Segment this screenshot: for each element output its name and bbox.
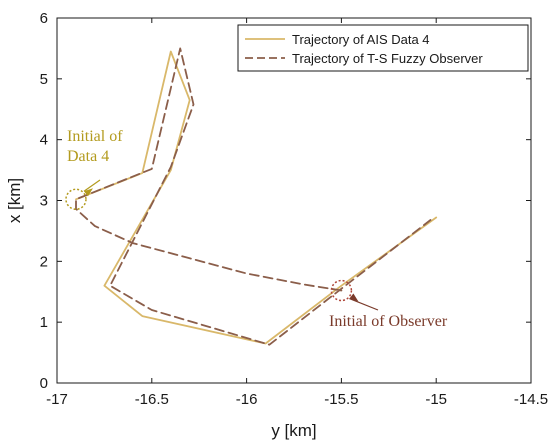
series-line-fuzzy-observer [75,47,432,346]
initial-data-4-marker [65,188,87,211]
annotations-layer: Initial of Data 4 Initial of Observer [65,128,448,330]
initial-data-4-label: Initial of [67,128,123,145]
y-tick-label: 1 [40,314,48,331]
y-tick-label: 6 [40,10,48,27]
legend: Trajectory of AIS Data 4 Trajectory of T… [237,24,529,72]
plot-area-frame [56,17,532,384]
legend-box [237,24,529,72]
series-line-ais-data-4 [75,50,438,345]
y-axis-label: x [km] [5,178,24,223]
axis-ticks [56,17,532,384]
y-tick-label: 2 [40,253,48,270]
x-tick-label: -16.5 [135,391,169,408]
x-tick-label: -16 [236,391,258,408]
x-tick-label: -14.5 [514,391,548,408]
x-tick-label: -17 [46,391,68,408]
y-tick-label: 3 [40,193,48,210]
initial-observer-label: Initial of Observer [329,313,448,330]
legend-label-ais-data-4: Trajectory of AIS Data 4 [292,32,430,47]
initial-data-4-pointer [83,179,101,192]
initial-data-4-arrowhead [83,188,93,197]
initial-observer-arrowhead [349,293,359,302]
initial-observer-marker [330,279,353,302]
y-tick-label: 5 [40,71,48,88]
x-tick-label: -15 [425,391,447,408]
y-tick-label: 4 [40,132,48,149]
initial-data-4-label: Data 4 [67,148,109,165]
series-layer [75,47,438,346]
legend-label-fuzzy-observer: Trajectory of T-S Fuzzy Observer [292,51,483,66]
y-tick-label: 0 [40,375,48,392]
axis-tick-labels: -17 -16.5 -16 -15.5 -15 -14.5 0 1 2 3 4 5 6 [40,10,548,408]
initial-observer-pointer [349,297,379,311]
x-tick-label: -15.5 [324,391,358,408]
x-axis-label: y [km] [271,421,316,440]
